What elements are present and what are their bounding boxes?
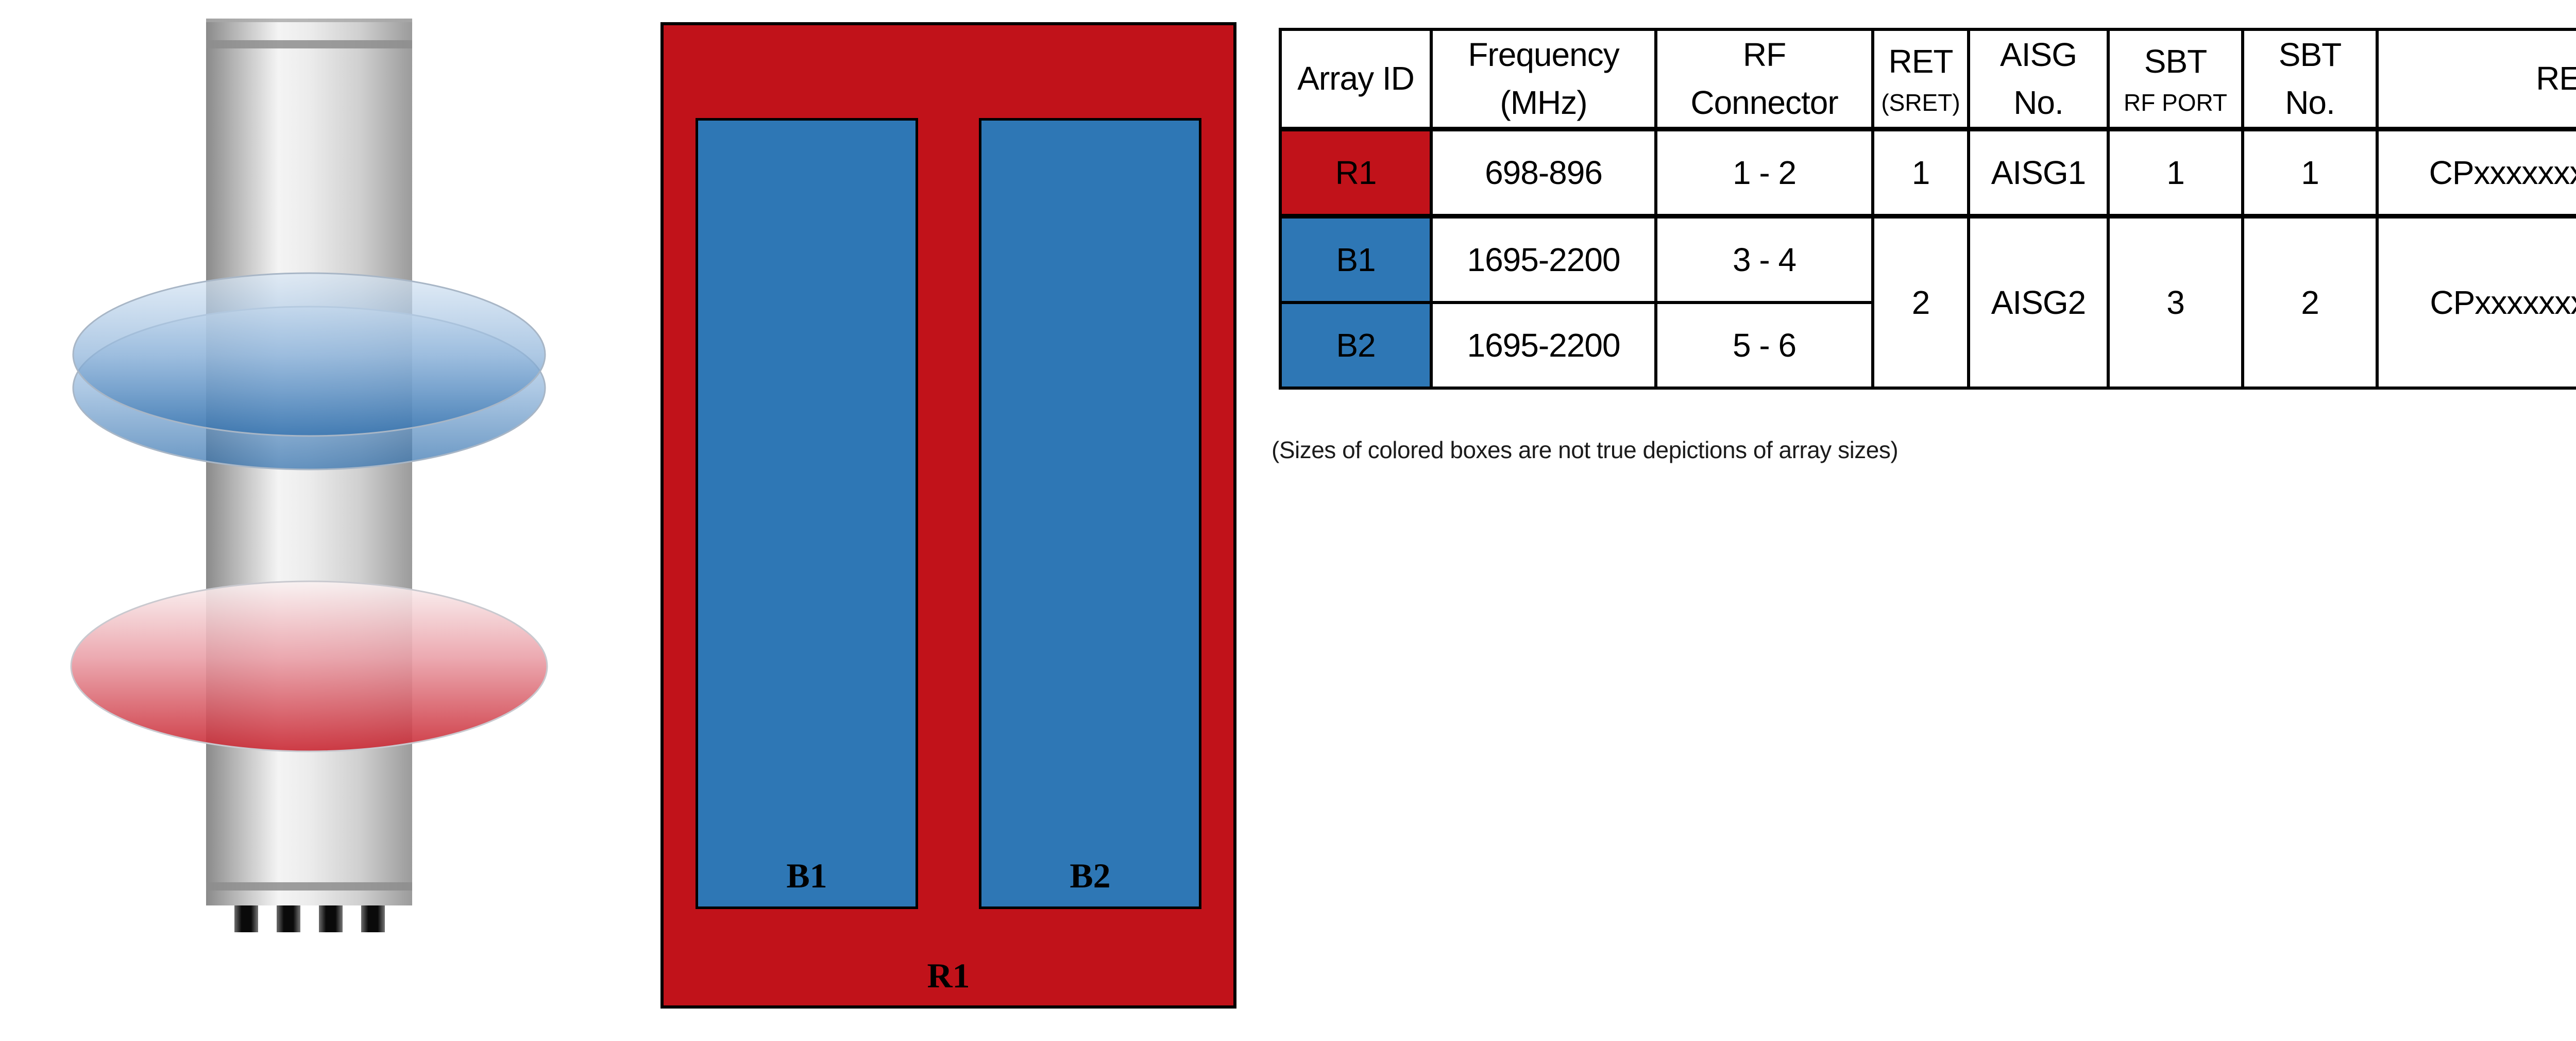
cell-rf-connector: 1 - 2 bbox=[1654, 127, 1874, 219]
antenna-top-seam bbox=[206, 40, 412, 48]
cell-rf-connector: 3 - 4 bbox=[1654, 214, 1874, 304]
cell-ret-sret-merged: 2 bbox=[1871, 214, 1970, 390]
col-header-aisg-no: AISG No. bbox=[1967, 27, 2110, 131]
table-row-b1: B1 1695-2200 3 - 4 2 AISG2 3 2 CPxxxxxxx… bbox=[1279, 214, 2576, 390]
cell-ret-uid-merged: CPxxxxxxxxxxxxxxxxB1 bbox=[2376, 214, 2576, 390]
col-header-ret-uid: RET UID bbox=[2376, 27, 2576, 131]
header-text: No. bbox=[2285, 83, 2335, 121]
header-text: AISG bbox=[2000, 36, 2077, 73]
sub-array-b1: B1 bbox=[696, 118, 918, 909]
cell-array-id: R1 bbox=[1279, 127, 1433, 219]
cell-aisg-no-merged: AISG2 bbox=[1967, 214, 2110, 390]
col-header-sbt-rf-port: SBT RF PORT bbox=[2107, 27, 2244, 131]
antenna-pin bbox=[234, 905, 258, 932]
cell-sbt-no: 1 bbox=[2241, 127, 2379, 219]
header-row: Array ID Frequency (MHz) RF Connector RE… bbox=[1279, 27, 2576, 131]
cell-sbt-rf-port-merged: 3 bbox=[2107, 214, 2244, 390]
header-text: (SRET) bbox=[1881, 89, 1960, 116]
cell-ret-uid: CPxxxxxxxxxxxxxxxxR1 bbox=[2376, 127, 2576, 219]
antenna-pin bbox=[361, 905, 385, 932]
cell-rf-connector: 5 - 6 bbox=[1654, 300, 1874, 390]
col-header-array-id: Array ID bbox=[1279, 27, 1433, 131]
table-row-r1: R1 698-896 1 - 2 1 AISG1 1 1 CPxxxxxxxxx… bbox=[1279, 127, 2576, 219]
cell-frequency: 698-896 bbox=[1430, 127, 1657, 219]
header-text: Array ID bbox=[1297, 60, 1415, 97]
antenna-bottom-seam bbox=[206, 882, 412, 891]
col-header-sbt-no: SBT No. bbox=[2241, 27, 2379, 131]
header-text: RF bbox=[1742, 36, 1786, 73]
table-row-b2: B2 1695-2200 5 - 6 bbox=[1279, 300, 2576, 390]
header-text: SBT bbox=[2144, 43, 2207, 80]
cell-sbt-rf-port: 1 bbox=[2107, 127, 2244, 219]
antenna-pin bbox=[277, 905, 300, 932]
sub-array-b2-label: B2 bbox=[1070, 856, 1111, 895]
header-text: (MHz) bbox=[1500, 83, 1587, 121]
array-layout-diagram: B1 B2 R1 bbox=[660, 22, 1236, 1009]
cell-aisg-no: AISG1 bbox=[1967, 127, 2110, 219]
header-text: RF PORT bbox=[2123, 89, 2228, 116]
cell-frequency: 1695-2200 bbox=[1430, 214, 1657, 304]
header-text: SBT bbox=[2278, 36, 2342, 73]
blue-beam-ellipse-upper bbox=[72, 272, 546, 437]
sub-array-b1-label: B1 bbox=[786, 856, 827, 895]
cell-frequency: 1695-2200 bbox=[1430, 300, 1657, 390]
cell-ret-sret: 1 bbox=[1871, 127, 1970, 219]
header-text: No. bbox=[2013, 83, 2064, 121]
col-header-ret-sret: RET (SRET) bbox=[1871, 27, 1970, 131]
header-text: RET bbox=[1888, 43, 1954, 80]
antenna-illustration bbox=[70, 19, 548, 932]
header-text: Connector bbox=[1690, 83, 1838, 121]
header-text: RET UID bbox=[2536, 60, 2576, 97]
array-r1-label: R1 bbox=[927, 956, 970, 995]
array-spec-table: Array ID Frequency (MHz) RF Connector RE… bbox=[1279, 27, 2576, 390]
sub-array-b2: B2 bbox=[979, 118, 1201, 909]
antenna-top-edge bbox=[206, 19, 412, 22]
size-disclaimer-note: (Sizes of colored boxes are not true dep… bbox=[1272, 436, 1899, 463]
antenna-pin bbox=[319, 905, 343, 932]
cell-sbt-no-merged: 2 bbox=[2241, 214, 2379, 390]
col-header-rf-connector: RF Connector bbox=[1654, 27, 1874, 131]
col-header-frequency: Frequency (MHz) bbox=[1430, 27, 1657, 131]
header-text: Frequency bbox=[1468, 36, 1619, 73]
cell-array-id: B1 bbox=[1279, 214, 1433, 304]
red-beam-ellipse bbox=[70, 580, 548, 752]
cell-array-id: B2 bbox=[1279, 300, 1433, 390]
